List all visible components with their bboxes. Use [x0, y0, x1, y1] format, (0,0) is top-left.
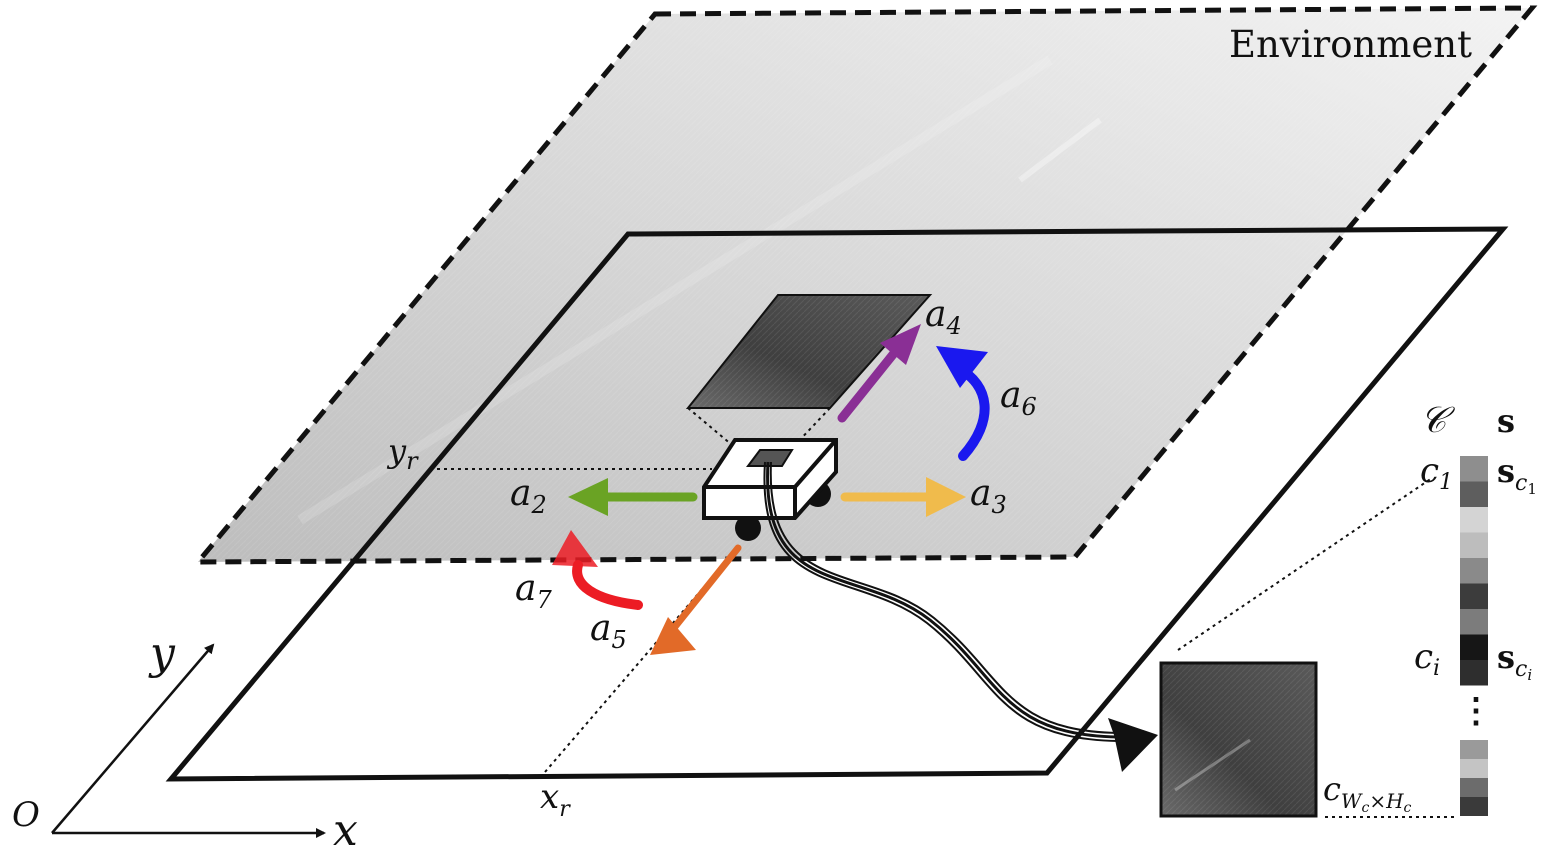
state-vector-top-cell-5 — [1460, 558, 1488, 584]
xr-guide-line — [544, 544, 741, 773]
state-vector-ellipsis: ⋮ — [1459, 691, 1493, 731]
y-axis-label: y — [148, 628, 176, 679]
action-arrowhead-a4 — [880, 324, 921, 365]
environment-plane — [192, 5, 1538, 565]
map-plane — [165, 226, 1509, 782]
state-vector-bottom-cell-4 — [1460, 797, 1488, 816]
state-value-sci: sci — [1497, 638, 1532, 684]
state-value-sc1: sc1 — [1497, 452, 1537, 498]
state-vector-bottom — [1460, 740, 1488, 816]
robot-camera — [746, 449, 794, 467]
coordinate-axes — [51, 643, 326, 838]
codebook-symbol: 𝒞 — [1420, 400, 1456, 441]
camera-view-patch — [685, 294, 933, 409]
x-axis-label: x — [333, 805, 358, 851]
state-vector-bottom-cell-1 — [1460, 740, 1488, 759]
action-arrowhead-a3 — [926, 477, 966, 517]
camera-cable — [763, 461, 1119, 742]
action-label-a2: a2 — [510, 473, 547, 519]
action-arrow-a7 — [572, 560, 643, 610]
state-vector-top — [1460, 456, 1488, 686]
codebook-entry-c1: c1 — [1420, 451, 1453, 495]
state-vector-top-cell-7 — [1460, 609, 1488, 635]
environment-label: Environment — [1229, 23, 1472, 66]
action-arrow-a5 — [670, 544, 742, 632]
action-label-a4: a4 — [925, 294, 962, 340]
state-vector-top-cell-8 — [1460, 634, 1488, 660]
y-axis-arrow — [51, 643, 215, 834]
action-arrows — [552, 324, 990, 655]
action-arrowhead-a5 — [650, 617, 696, 655]
state-vector-bottom-cell-2 — [1460, 759, 1488, 778]
codebook-entry-last: cWc×Hc — [1323, 770, 1412, 816]
state-symbol: s — [1497, 402, 1515, 440]
state-vector-top-cell-1 — [1460, 456, 1488, 482]
action-arrowhead-a2 — [568, 478, 608, 516]
state-vector-top-cell-9 — [1460, 660, 1488, 686]
codebook-link-top — [1177, 477, 1433, 651]
action-label-a3: a3 — [970, 473, 1007, 519]
action-label-a6: a6 — [1000, 375, 1037, 421]
codebook-entry-ci: ci — [1414, 637, 1440, 681]
state-vector-top-cell-4 — [1460, 532, 1488, 558]
xr-label: xr — [540, 777, 571, 822]
action-arrowhead-a7 — [552, 530, 598, 567]
camera-ray-left — [687, 407, 733, 446]
state-vector-top-cell-3 — [1460, 507, 1488, 533]
captured-image — [1159, 661, 1318, 818]
origin-label: O — [12, 795, 40, 835]
robot-wheel-front — [735, 515, 761, 541]
yr-label: yr — [386, 432, 419, 475]
action-arrowhead-a6 — [936, 346, 988, 388]
action-label-a5: a5 — [590, 608, 627, 654]
cable-arrowhead — [1108, 718, 1158, 772]
state-vector-top-cell-6 — [1460, 583, 1488, 609]
state-vector-top-cell-2 — [1460, 481, 1488, 507]
action-arrow-a4 — [837, 347, 900, 423]
state-vector-bottom-cell-3 — [1460, 778, 1488, 797]
action-label-a7: a7 — [515, 568, 552, 614]
